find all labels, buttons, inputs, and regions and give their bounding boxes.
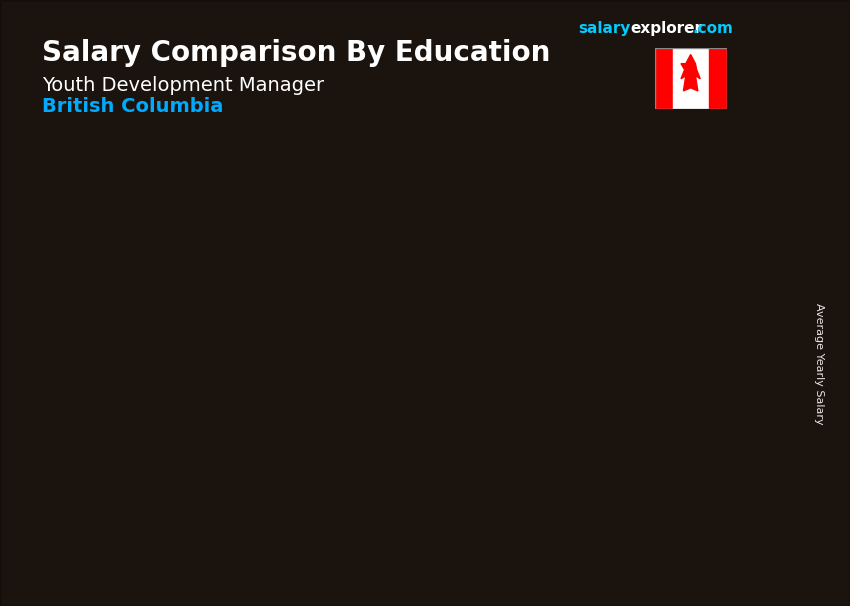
Bar [654, 48, 672, 109]
Bar [586, 224, 683, 231]
Text: explorer: explorer [631, 21, 703, 36]
Bar [367, 338, 466, 527]
Text: 300,000 CAD: 300,000 CAD [597, 198, 694, 213]
Bar [364, 338, 371, 527]
Text: Average Yearly Salary: Average Yearly Salary [814, 303, 824, 424]
Text: British Columbia: British Columbia [42, 97, 224, 116]
Bar [581, 224, 589, 527]
Text: 188,000 CAD: 188,000 CAD [336, 311, 432, 327]
Bar [672, 48, 709, 109]
Text: 152,000 CAD: 152,000 CAD [117, 348, 214, 363]
Text: Youth Development Manager: Youth Development Manager [42, 76, 325, 95]
Bar [367, 338, 466, 344]
Text: Salary Comparison By Education: Salary Comparison By Education [42, 39, 551, 67]
Bar [709, 48, 727, 109]
Bar [150, 374, 247, 527]
Text: +24%: +24% [275, 270, 351, 294]
Polygon shape [681, 55, 700, 91]
Bar [145, 374, 154, 527]
Bar [586, 224, 683, 527]
Text: +60%: +60% [493, 156, 569, 181]
Text: .com: .com [693, 21, 734, 36]
Bar [150, 374, 247, 380]
Text: salary: salary [578, 21, 631, 36]
